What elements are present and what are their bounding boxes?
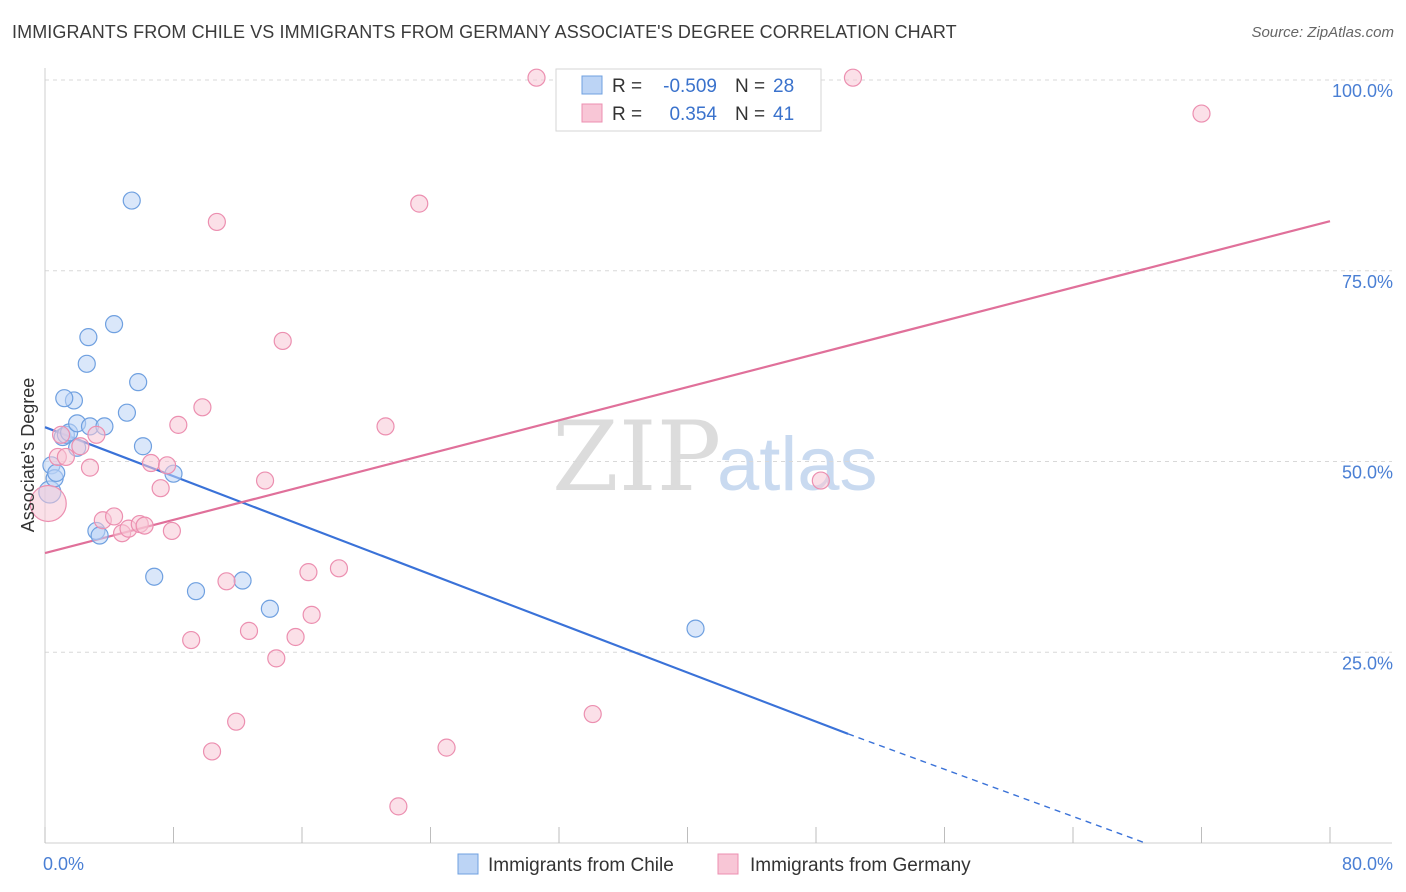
gridlines	[45, 79, 1392, 653]
legend-n-label-chile: N =	[735, 76, 765, 97]
point-chile-25	[233, 571, 252, 590]
trend-lines	[44, 220, 1331, 844]
point-germany-18	[182, 630, 201, 650]
point-germany-28	[286, 627, 305, 647]
point-germany-4	[71, 437, 90, 456]
point-germany-22	[217, 572, 236, 591]
point-chile-22	[145, 567, 164, 586]
bottom-legend-label-germany: Immigrants from Germany	[750, 855, 971, 876]
x-tick-label-0: 0.0%	[43, 854, 84, 874]
trend-line-chile-extension	[847, 733, 1146, 844]
legend-swatch-chile	[581, 75, 603, 95]
point-chile-27	[686, 619, 705, 638]
x-tick-label-1: 80.0%	[1342, 854, 1393, 874]
point-germany-13	[141, 453, 161, 473]
x-tick-labels: 0.0% 80.0%	[43, 854, 1393, 874]
y-tick-label-2: 50.0%	[1342, 463, 1393, 483]
point-chile-11	[77, 354, 96, 373]
watermark-zip: ZIP	[552, 401, 721, 513]
bottom-legend-swatch-germany	[717, 853, 739, 875]
point-germany-32	[376, 417, 395, 436]
y-tick-labels: 100.0% 75.0% 50.0% 25.0%	[1332, 81, 1393, 673]
point-chile-21	[133, 437, 153, 456]
point-chile-19	[122, 191, 141, 210]
point-germany-6	[87, 425, 106, 444]
point-germany-39	[843, 68, 863, 87]
point-germany-29	[299, 563, 318, 582]
point-germany-0	[29, 484, 67, 523]
point-germany-25	[255, 471, 275, 490]
bottom-legend-swatch-chile	[457, 853, 479, 875]
point-germany-3	[56, 447, 75, 467]
source-label: Source: ZipAtlas.com	[1251, 24, 1394, 41]
point-chile-12	[79, 328, 98, 347]
watermark: ZIP atlas	[552, 401, 878, 513]
point-germany-40	[1192, 104, 1211, 123]
point-chile-17	[104, 315, 124, 334]
point-germany-19	[193, 398, 212, 417]
point-chile-3	[47, 463, 66, 483]
y-axis-label: Associate's Degree	[18, 378, 38, 533]
point-germany-30	[302, 605, 321, 624]
point-germany-26	[267, 649, 286, 668]
point-chile-26	[260, 599, 279, 618]
chart-title: IMMIGRANTS FROM CHILE VS IMMIGRANTS FROM…	[12, 22, 957, 42]
data-points	[29, 68, 1211, 816]
point-germany-17	[169, 415, 188, 434]
legend-n-label-germany: N =	[735, 104, 765, 125]
point-germany-14	[151, 479, 170, 498]
point-germany-8	[104, 507, 124, 526]
point-germany-37	[583, 704, 602, 724]
point-chile-24	[186, 582, 206, 601]
point-germany-24	[239, 621, 259, 640]
legend-r-label-chile: R =	[612, 76, 642, 97]
point-chile-8	[55, 389, 74, 408]
point-chile-15	[90, 526, 109, 545]
point-germany-33	[389, 797, 408, 816]
legend-swatch-germany	[581, 103, 603, 123]
y-tick-label-0: 100.0%	[1332, 81, 1393, 101]
correlation-legend: R = -0.509 N = 28 R = 0.354 N = 41	[555, 68, 822, 132]
legend-n-value-germany: 41	[773, 104, 794, 125]
point-germany-38	[811, 471, 830, 490]
watermark-atlas: atlas	[717, 422, 878, 507]
point-germany-5	[80, 458, 100, 477]
legend-r-value-germany: 0.354	[669, 104, 717, 125]
point-germany-27	[273, 331, 292, 351]
legend-n-value-chile: 28	[773, 76, 794, 97]
y-tick-label-1: 75.0%	[1342, 272, 1393, 292]
point-germany-36	[527, 68, 546, 87]
point-germany-34	[410, 194, 429, 213]
point-germany-35	[437, 738, 456, 757]
series-legend: Immigrants from Chile Immigrants from Ge…	[457, 853, 971, 876]
legend-r-label-germany: R =	[612, 104, 642, 125]
point-germany-2	[51, 425, 71, 444]
legend-r-value-chile: -0.509	[663, 76, 717, 97]
axes	[44, 68, 1392, 844]
point-germany-23	[227, 712, 246, 731]
point-chile-20	[129, 373, 148, 392]
point-germany-31	[329, 559, 349, 578]
bottom-legend-label-chile: Immigrants from Chile	[488, 855, 674, 876]
trend-line-germany	[44, 220, 1331, 555]
point-germany-20	[202, 742, 222, 761]
point-germany-12	[135, 516, 154, 535]
point-chile-18	[117, 403, 137, 422]
point-germany-21	[207, 212, 226, 232]
y-tick-label-3: 25.0%	[1342, 653, 1393, 673]
point-germany-15	[157, 456, 177, 475]
point-germany-16	[162, 521, 181, 541]
